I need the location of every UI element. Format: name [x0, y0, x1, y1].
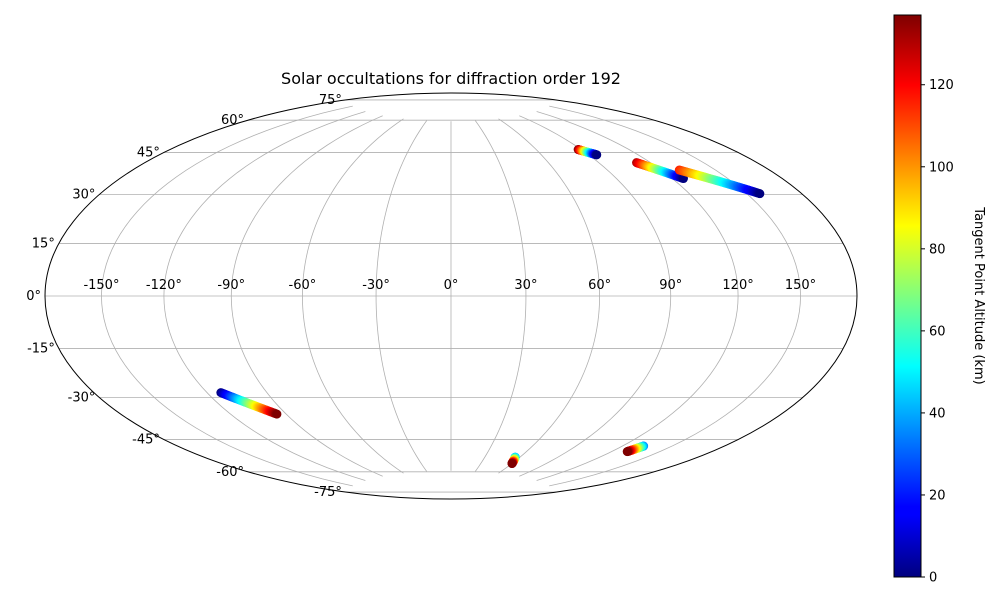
graticule-grid: [45, 99, 857, 493]
meridian-line: [475, 120, 527, 472]
colorbar-tick-label: 120: [929, 78, 954, 93]
colorbar-gradient: [893, 14, 922, 578]
colorbar-tick-label: 60: [929, 324, 946, 339]
meridian-line: [519, 115, 672, 477]
lon-tick-label: 150°: [785, 278, 816, 293]
lon-tick-label: -150°: [83, 278, 119, 293]
lon-tick-label: 90°: [659, 278, 682, 293]
meridian-line: [163, 111, 366, 481]
track-point: [507, 459, 517, 469]
meridian-line: [101, 105, 353, 487]
colorbar-ticks: 0 20 40 60 80 100 120: [921, 78, 954, 586]
colorbar-tick-label: 40: [929, 406, 946, 421]
occultation-track: [622, 441, 649, 457]
colorbar-tick-label: 20: [929, 488, 946, 503]
colorbar-label: Tangent Point Altitude (km): [971, 206, 986, 384]
lon-tick-label: 0°: [444, 278, 459, 293]
lon-tick-label: -30°: [362, 278, 390, 293]
meridian-line: [498, 118, 601, 474]
lon-tick-label: 60°: [588, 278, 611, 293]
longitude-tick-labels: -150° -120° -90° -60° -30° 0° 30° 60° 90° 120° 150…: [83, 278, 816, 293]
latitude-tick-labels: 75° 60° 45° 30° 15° 0° -15° -30° -45° -60° -75°: [26, 93, 342, 500]
colorbar-tick-label: 80: [929, 242, 946, 257]
track-point: [272, 409, 282, 419]
meridian-line: [549, 105, 801, 487]
lat-tick-label: 45°: [137, 145, 160, 160]
meridian-line: [536, 111, 739, 481]
lat-tick-label: 0°: [26, 289, 41, 304]
colorbar: 0 20 40 60 80 100 120 Tangent Point Altitude (…: [893, 14, 986, 586]
lon-tick-label: -90°: [217, 278, 245, 293]
lat-tick-label: 75°: [319, 93, 342, 108]
lat-tick-label: -75°: [314, 485, 342, 500]
lat-tick-label: -60°: [216, 465, 244, 480]
colorbar-tick-label: 0: [929, 571, 937, 586]
occultation-track: [573, 145, 602, 160]
chart-title: Solar occultations for diffraction order…: [281, 69, 621, 88]
track-point: [622, 447, 632, 457]
lon-tick-label: -120°: [146, 278, 182, 293]
map-boundary: [44, 92, 858, 500]
lat-tick-label: 15°: [32, 236, 55, 251]
meridian-line: [230, 115, 383, 477]
track-point: [755, 189, 765, 199]
occultation-track: [632, 158, 688, 184]
occultation-track: [507, 452, 520, 469]
lat-tick-label: 60°: [221, 113, 244, 128]
meridian-line: [375, 120, 427, 472]
occultation-track: [674, 165, 765, 199]
lon-tick-label: -60°: [289, 278, 317, 293]
lon-tick-label: 120°: [722, 278, 753, 293]
lat-tick-label: -45°: [132, 433, 160, 448]
lat-tick-label: -30°: [68, 391, 96, 406]
occultation-track: [216, 388, 282, 419]
lat-tick-label: 30°: [72, 188, 95, 203]
meridian-line: [301, 118, 404, 474]
occultation-tracks: [216, 145, 765, 469]
colorbar-tick-label: 100: [929, 160, 954, 175]
lon-tick-label: 30°: [514, 278, 537, 293]
track-point: [592, 150, 602, 160]
lat-tick-label: -15°: [27, 342, 55, 357]
